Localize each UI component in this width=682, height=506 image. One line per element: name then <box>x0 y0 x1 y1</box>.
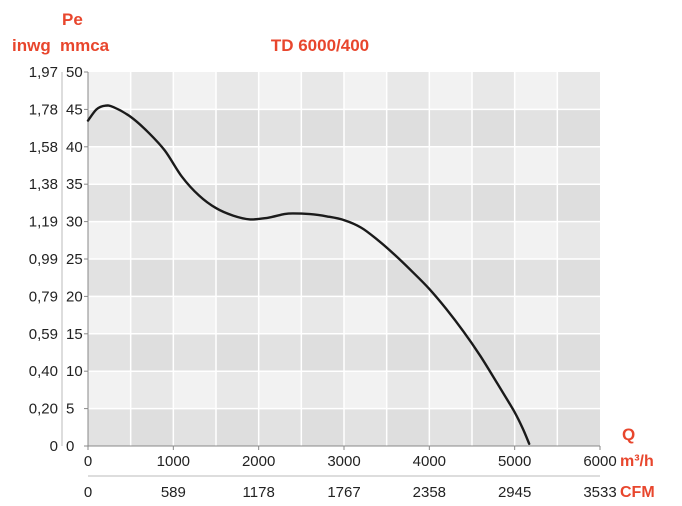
y-tick-label-inwg: 0 <box>50 438 58 455</box>
y-tick-label-mmca: 0 <box>66 438 74 455</box>
y-tick-label-mmca: 15 <box>66 326 83 343</box>
y-tick-label-mmca: 10 <box>66 363 83 380</box>
y-right-unit-label: mmca <box>60 36 110 55</box>
x-tick-label: 4000 <box>413 453 446 470</box>
y-left-unit-label: inwg <box>12 36 51 55</box>
y-tick-label-mmca: 25 <box>66 251 83 268</box>
grid-lines <box>88 72 600 446</box>
y-tick-label-mmca: 35 <box>66 176 83 193</box>
series-layer <box>86 104 531 445</box>
x-tick-label: 0 <box>84 453 92 470</box>
y-tick-label-mmca: 20 <box>66 288 83 305</box>
y-tick-label-inwg: 1,58 <box>29 139 58 156</box>
y-tick-label-inwg: 0,99 <box>29 251 58 268</box>
chart-title: TD 6000/400 <box>271 36 369 55</box>
x2-tick-label: 2945 <box>498 484 531 501</box>
x2-tick-label: 2358 <box>413 484 446 501</box>
y-tick-label-mmca: 45 <box>66 101 83 118</box>
y-tick-label-mmca: 50 <box>66 64 83 81</box>
y-tick-label-inwg: 0,40 <box>29 363 58 380</box>
x-tick-label: 1000 <box>157 453 190 470</box>
y-tick-label-inwg: 1,19 <box>29 214 58 231</box>
x2-tick-label: 589 <box>161 484 186 501</box>
x2-tick-label: 3533 <box>583 484 616 501</box>
x2-unit-label: CFM <box>620 484 655 501</box>
y-tick-label-inwg: 0,20 <box>29 401 58 418</box>
x-tick-label: 3000 <box>327 453 360 470</box>
x-axis-header: Q <box>622 425 635 444</box>
y-tick-label-inwg: 0,79 <box>29 288 58 305</box>
x-unit-label: m³/h <box>620 453 654 470</box>
y-tick-label-mmca: 30 <box>66 214 83 231</box>
x2-tick-label: 1178 <box>243 484 275 501</box>
x-tick-label: 5000 <box>498 453 531 470</box>
axes: 0 5 10 15 20 25 30 35 40 45 50 0 0,20 0,40 0,59 0,79 0,9… <box>29 64 617 501</box>
x2-tick-label: 1767 <box>327 484 360 501</box>
y-tick-label-inwg: 1,78 <box>29 101 58 118</box>
y-tick-label-inwg: 1,38 <box>29 176 58 193</box>
y-tick-label-inwg: 1,97 <box>29 64 58 81</box>
y-tick-label-mmca: 5 <box>66 401 74 418</box>
x2-tick-label: 0 <box>84 484 92 501</box>
y-tick-label-mmca: 40 <box>66 139 83 156</box>
x-tick-label: 2000 <box>242 453 275 470</box>
y-tick-label-inwg: 0,59 <box>29 326 58 343</box>
fan-curve-line <box>86 104 531 445</box>
y-axis-header: Pe <box>62 10 83 29</box>
x-tick-label: 6000 <box>583 453 616 470</box>
